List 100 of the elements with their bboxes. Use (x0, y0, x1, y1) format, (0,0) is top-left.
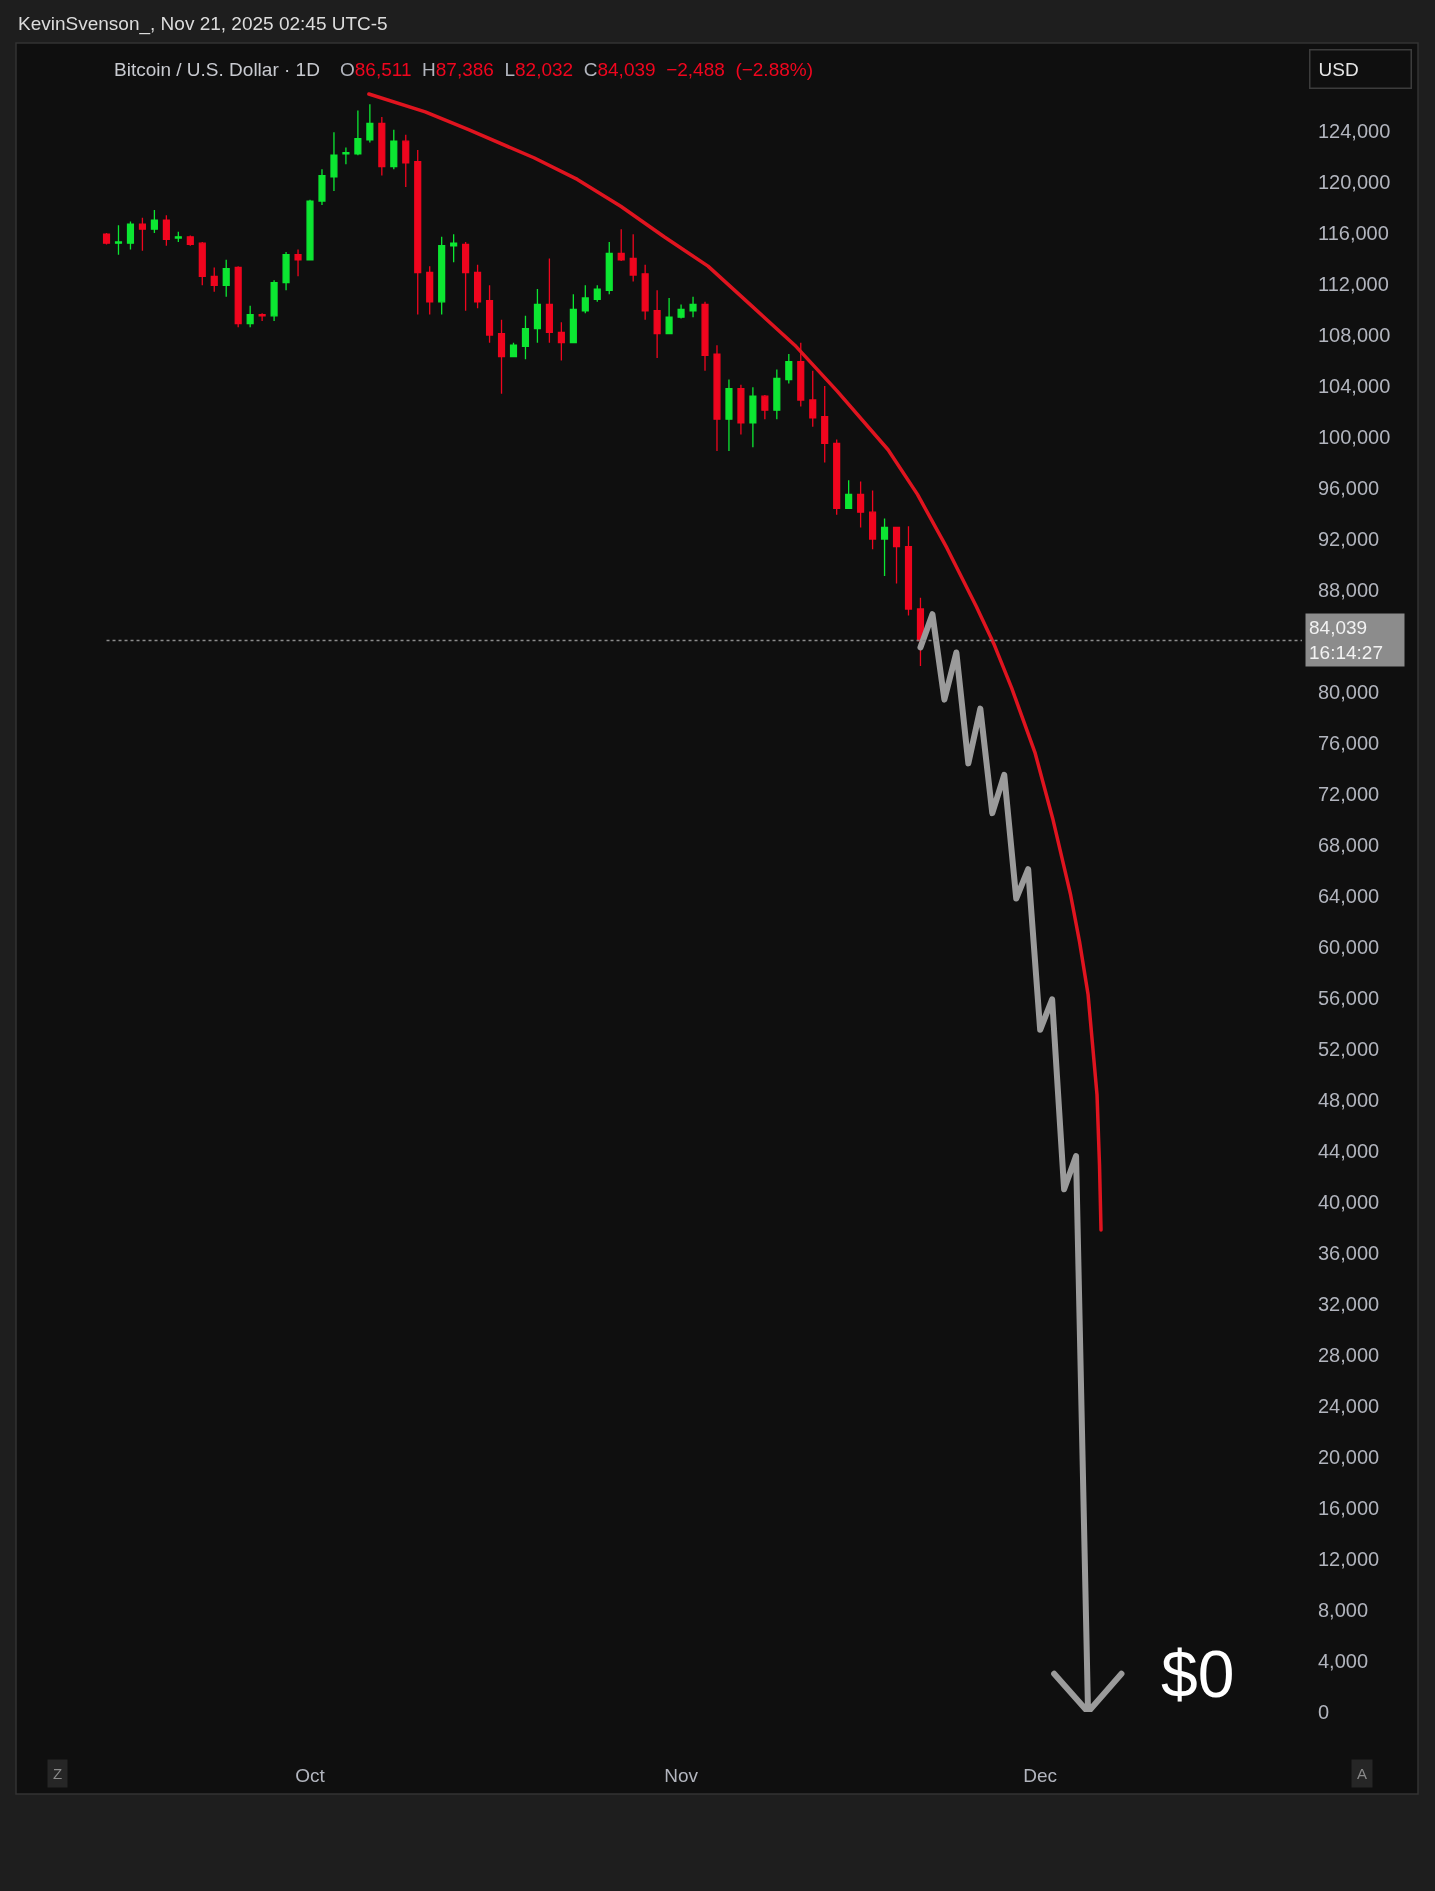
candlestick (880, 517, 889, 577)
candlestick (282, 251, 290, 291)
y-tick-label: 36,000 (1318, 1241, 1380, 1264)
candlestick (258, 312, 266, 322)
candlestick (378, 116, 386, 177)
candlestick (904, 525, 913, 617)
y-tick-label: 64,000 (1318, 884, 1380, 907)
y-tick-label: 24,000 (1318, 1395, 1380, 1417)
candlestick (892, 526, 901, 585)
y-tick-label: 20,000 (1318, 1446, 1380, 1468)
candlestick (845, 479, 853, 510)
y-tick-label: 28,000 (1318, 1343, 1380, 1366)
y-tick-label: 32,000 (1318, 1292, 1380, 1315)
y-tick-label: 116,000 (1318, 221, 1389, 244)
y-tick-label: 80,000 (1318, 680, 1380, 703)
candlestick (689, 296, 697, 318)
y-tick-label: 40,000 (1318, 1190, 1380, 1213)
candlestick (222, 259, 230, 298)
candlestick (462, 241, 470, 312)
y-tick-label: 0 (1318, 1701, 1330, 1723)
candlestick (138, 217, 147, 252)
y-tick-label: 112,000 (1318, 272, 1389, 295)
candlestick (438, 236, 446, 316)
y-tick-label: 120,000 (1318, 170, 1391, 193)
candlestick (545, 257, 553, 344)
candlestick (773, 368, 781, 420)
candlestick (569, 293, 577, 344)
candlestick (210, 266, 218, 293)
candlestick (593, 284, 601, 303)
candlestick (857, 480, 865, 529)
candlestick (474, 264, 482, 309)
annotation: $0 (1161, 1637, 1235, 1711)
text: O86,511 H87,386 L82,032 C84,039 −2,488 (−2.88%) (340, 59, 813, 80)
candlestick (797, 341, 805, 408)
y-tick-label: 48,000 (1318, 1088, 1380, 1111)
y-tick-label: 92,000 (1318, 527, 1380, 550)
candlestick (581, 284, 589, 314)
y-tick-label: 12,000 (1318, 1548, 1380, 1570)
candlestick (617, 228, 625, 262)
candlestick (402, 134, 410, 188)
candlestick (821, 385, 829, 464)
ref-line-label: 84,039 16:14:27 (1309, 617, 1383, 663)
y-tick-label: 4,000 (1318, 1650, 1369, 1672)
y-tick-label: 16,000 (1318, 1497, 1380, 1519)
candlestick (869, 489, 877, 550)
candlestick (485, 284, 494, 344)
candlestick (533, 288, 542, 344)
candlestick (677, 303, 685, 318)
candlestick (629, 233, 637, 283)
candlestick (426, 265, 434, 316)
text: A (1357, 1765, 1368, 1782)
y-tick-label: 108,000 (1318, 323, 1391, 346)
line-series (367, 92, 1103, 1232)
candlestick (306, 199, 314, 261)
y-tick-label: 124,000 (1318, 119, 1391, 142)
y-tick-label: 60,000 (1318, 935, 1380, 958)
candlestick (318, 168, 326, 206)
candlestick (497, 319, 506, 395)
candlestick (330, 131, 338, 192)
candlestick (653, 289, 661, 359)
candlestick (102, 233, 111, 246)
candlestick (557, 321, 565, 362)
candlestick (198, 241, 206, 286)
candlestick (509, 341, 518, 358)
candlestick (749, 386, 757, 448)
y-tick-label: 52,000 (1318, 1037, 1380, 1060)
candlestick (366, 103, 374, 144)
candlestick (246, 305, 254, 328)
candlestick (833, 438, 841, 516)
text: Bitcoin / U.S. Dollar · 1D (114, 58, 320, 80)
candlestick (450, 233, 458, 263)
text: KevinSvenson_, Nov 21, 2025 02:45 UTC-5 (18, 13, 388, 35)
candlestick (761, 394, 769, 420)
candlestick (809, 370, 817, 428)
candlestick (521, 315, 530, 360)
candlestick (605, 241, 613, 295)
candlestick (713, 344, 721, 452)
candlestick (186, 236, 194, 247)
candlestick (114, 224, 123, 256)
candlestick (785, 353, 793, 385)
y-tick-label: 88,000 (1318, 578, 1380, 601)
candlestick (414, 149, 422, 316)
y-tick-label: 100,000 (1318, 425, 1391, 448)
candlestick (150, 209, 158, 234)
candlestick (126, 220, 135, 251)
y-tick-label: 68,000 (1318, 833, 1380, 856)
y-tick-label: 104,000 (1318, 374, 1391, 397)
candlestick (162, 214, 170, 247)
candlestick (665, 297, 673, 335)
text: Z (53, 1765, 63, 1782)
y-tick-label: 72,000 (1318, 782, 1380, 805)
candlestick (174, 231, 182, 243)
candlestick (390, 129, 398, 170)
y-tick-label: 8,000 (1318, 1599, 1369, 1621)
candlestick (701, 301, 709, 372)
y-tick-label: 76,000 (1318, 731, 1380, 754)
y-tick-label: 44,000 (1318, 1139, 1380, 1162)
candlestick (354, 109, 362, 156)
candlestick (725, 378, 733, 452)
candlestick (234, 265, 242, 328)
